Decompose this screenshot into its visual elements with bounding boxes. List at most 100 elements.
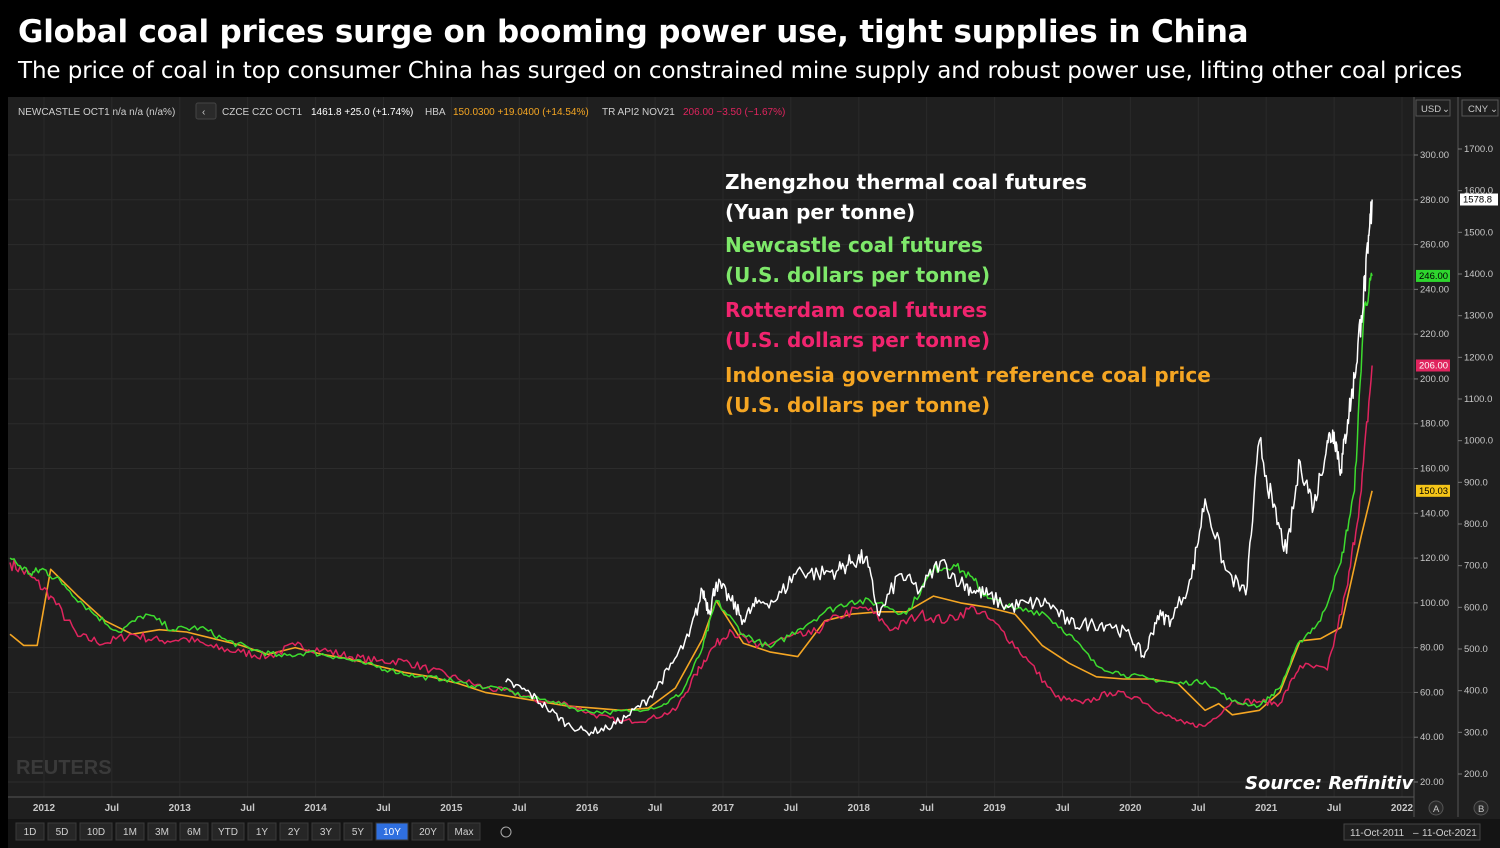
usd-tick-label: 200.00 bbox=[1420, 374, 1449, 385]
quote-hba-value: 150.0300 +19.0400 (+14.54%) bbox=[453, 107, 589, 118]
x-tick-label: 2015 bbox=[440, 803, 463, 814]
range-button-6m[interactable] bbox=[179, 822, 209, 841]
range-label-1y: 1Y bbox=[256, 827, 269, 838]
range-button-1d[interactable] bbox=[15, 822, 45, 841]
range-label-max: Max bbox=[455, 827, 474, 838]
cny-tick-label: 500.0 bbox=[1464, 644, 1488, 655]
legend-zhengzhou-unit: (Yuan per tonne) bbox=[725, 200, 915, 224]
x-tick-label: 2013 bbox=[169, 803, 192, 814]
x-tick-label: Jul bbox=[784, 803, 799, 814]
range-button-3y[interactable] bbox=[311, 822, 341, 841]
range-toolbar: 1D 5D 10D 1M 3M 6M YTD 1Y 2Y 3Y 5Y 10Y 20Y Max bbox=[15, 822, 481, 841]
usd-tick-label: 20.00 bbox=[1420, 777, 1444, 788]
quote-bar: NEWCASTLE OCT1 n/a n/a (n/a%) ‹ CZCE CZC… bbox=[18, 102, 785, 120]
quote-hba-name[interactable]: HBA bbox=[425, 107, 446, 118]
range-label-10y: 10Y bbox=[383, 827, 401, 838]
badge-indonesia-bg bbox=[1416, 484, 1450, 497]
back-chevron-icon: ‹ bbox=[202, 107, 205, 118]
x-tick-label: Jul bbox=[105, 803, 120, 814]
last-value-badges: 1578.8 246.00 206.00 150.03 bbox=[1416, 193, 1498, 497]
range-button-ytd[interactable] bbox=[211, 822, 245, 841]
usd-selector[interactable] bbox=[1415, 99, 1451, 117]
badge-zhengzhou: 1578.8 bbox=[1463, 195, 1492, 206]
usd-tick-label: 260.00 bbox=[1420, 240, 1449, 251]
usd-tick-label: 160.00 bbox=[1420, 464, 1449, 475]
scale-a-label: A bbox=[1433, 804, 1440, 815]
scale-a-button[interactable] bbox=[1428, 800, 1444, 816]
cny-tick-label: 1600.0 bbox=[1464, 186, 1493, 197]
badge-newcastle: 246.00 bbox=[1419, 271, 1448, 282]
x-tick-label: 2017 bbox=[712, 803, 735, 814]
reuters-watermark: REUTERS bbox=[16, 757, 112, 779]
quote-newcastle[interactable]: NEWCASTLE OCT1 n/a n/a (n/a%) bbox=[18, 107, 175, 118]
quote-back-button[interactable] bbox=[195, 102, 217, 120]
cny-tick-label: 300.0 bbox=[1464, 727, 1488, 738]
cny-tick-label: 1200.0 bbox=[1464, 352, 1493, 363]
range-label-20y: 20Y bbox=[419, 827, 437, 838]
range-button-20y[interactable] bbox=[411, 822, 445, 841]
chevron-down-icon: ⌄ bbox=[1490, 104, 1498, 115]
x-tick-label: 2016 bbox=[576, 803, 599, 814]
legend-newcastle-unit: (U.S. dollars per tonne) bbox=[725, 263, 990, 287]
date-range-field[interactable] bbox=[1343, 823, 1481, 841]
cny-label: CNY bbox=[1468, 104, 1489, 115]
header: Global coal prices surge on booming powe… bbox=[0, 0, 1500, 96]
cny-tick-label: 1300.0 bbox=[1464, 311, 1493, 322]
cny-tick-label: 900.0 bbox=[1464, 477, 1488, 488]
range-label-5d: 5D bbox=[56, 827, 69, 838]
quote-czce-value: 1461.8 +25.0 (+1.74%) bbox=[311, 107, 413, 118]
cny-axis: 200.0 300.0 400.0 500.0 600.0 700.0 800.0 900.0… bbox=[1458, 144, 1493, 780]
x-tick-label: Jul bbox=[376, 803, 391, 814]
series-line-1 bbox=[9, 272, 1373, 716]
grid bbox=[8, 97, 1414, 797]
usd-axis: 20.00 40.00 60.00 80.00 100.00 120.00 140.00 16… bbox=[1414, 150, 1449, 788]
scale-b-label: B bbox=[1478, 804, 1484, 815]
quote-czce-name[interactable]: CZCE CZC OCT1 bbox=[222, 107, 302, 118]
range-button-10d[interactable] bbox=[79, 822, 113, 841]
x-tick-label: 2021 bbox=[1255, 803, 1278, 814]
chart-title: Global coal prices surge on booming powe… bbox=[18, 14, 1249, 50]
cny-tick-label: 1400.0 bbox=[1464, 269, 1493, 280]
range-button-5y[interactable] bbox=[343, 822, 373, 841]
badge-rotterdam: 206.00 bbox=[1419, 360, 1448, 371]
scale-b-button[interactable] bbox=[1473, 800, 1489, 816]
quote-api2-name[interactable]: TR API2 NOV21 bbox=[602, 107, 675, 118]
range-button-1m[interactable] bbox=[115, 822, 145, 841]
cny-tick-label: 200.0 bbox=[1464, 769, 1488, 780]
date-to: 11-Oct-2021 bbox=[1422, 828, 1477, 839]
usd-tick-label: 80.00 bbox=[1420, 643, 1444, 654]
x-tick-label: 2022 bbox=[1391, 803, 1414, 814]
quote-api2-value: 206.00 −3.50 (−1.67%) bbox=[683, 107, 785, 118]
source-note: Source: Refinitiv bbox=[1245, 773, 1414, 794]
legend-indonesia: Indonesia government reference coal pric… bbox=[725, 363, 1211, 387]
range-button-5d[interactable] bbox=[47, 822, 77, 841]
legend: Zhengzhou thermal coal futures (Yuan per… bbox=[725, 170, 1211, 417]
range-label-1m: 1M bbox=[123, 827, 137, 838]
coal-price-chart: NEWCASTLE OCT1 n/a n/a (n/a%) ‹ CZCE CZC… bbox=[8, 97, 1500, 848]
range-label-3m: 3M bbox=[155, 827, 169, 838]
range-button-10y[interactable] bbox=[375, 822, 409, 841]
x-tick-label: 2018 bbox=[848, 803, 871, 814]
usd-label: USD bbox=[1421, 104, 1441, 115]
range-button-3m[interactable] bbox=[147, 822, 177, 841]
usd-tick-label: 120.00 bbox=[1420, 553, 1449, 564]
chart-subtitle: The price of coal in top consumer China … bbox=[18, 58, 1463, 84]
range-label-ytd: YTD bbox=[218, 827, 238, 838]
range-label-10d: 10D bbox=[87, 827, 105, 838]
cny-selector[interactable] bbox=[1461, 99, 1499, 117]
cny-tick-label: 800.0 bbox=[1464, 519, 1488, 530]
cny-tick-label: 1700.0 bbox=[1464, 144, 1493, 155]
chevron-down-icon: ⌄ bbox=[1442, 104, 1450, 115]
usd-tick-label: 60.00 bbox=[1420, 687, 1444, 698]
range-button-max[interactable] bbox=[447, 822, 481, 841]
range-button-2y[interactable] bbox=[279, 822, 309, 841]
x-tick-label: Jul bbox=[1327, 803, 1342, 814]
range-button-1y[interactable] bbox=[247, 822, 277, 841]
legend-zhengzhou: Zhengzhou thermal coal futures bbox=[725, 170, 1087, 194]
cny-tick-label: 1000.0 bbox=[1464, 436, 1493, 447]
series-line-0 bbox=[505, 199, 1373, 737]
cny-tick-label: 1500.0 bbox=[1464, 227, 1493, 238]
x-tick-label: 2014 bbox=[304, 803, 327, 814]
cny-tick-label: 600.0 bbox=[1464, 602, 1488, 613]
settings-gear-icon[interactable] bbox=[500, 826, 512, 838]
